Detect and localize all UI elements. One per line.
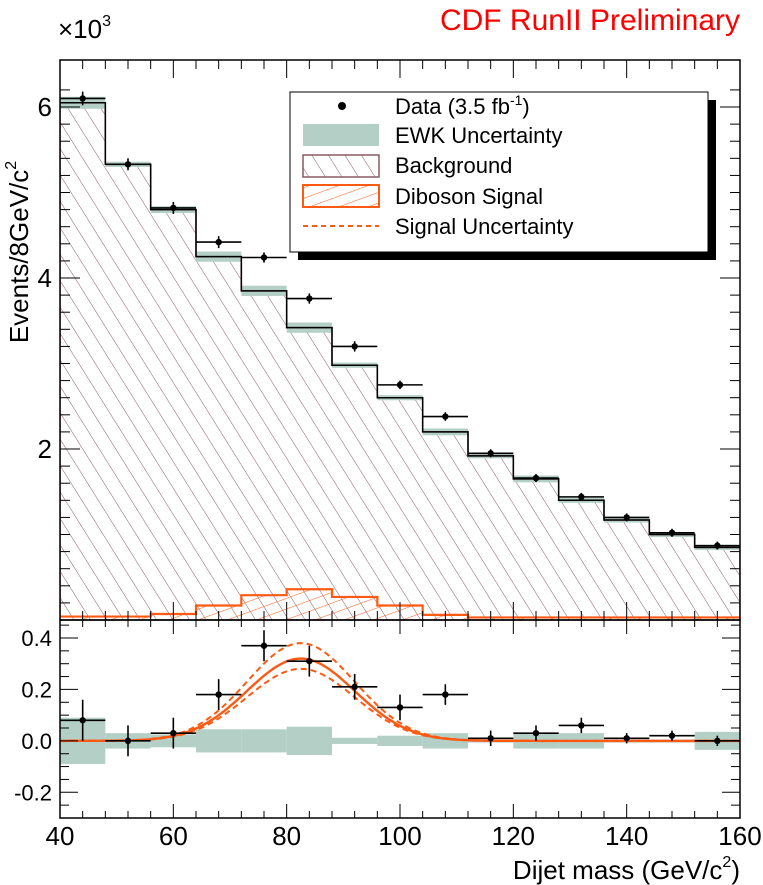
legend-background-swatch <box>302 154 380 178</box>
data-point <box>260 254 268 261</box>
residual-y-tick-label: -0.2 <box>14 780 52 805</box>
legend-data-marker <box>338 102 346 110</box>
residual-band-segment <box>241 729 287 753</box>
data-point <box>442 691 449 698</box>
data-point <box>623 735 630 742</box>
x-tick-label: 140 <box>605 821 648 851</box>
legend-signal-label: Diboson Signal <box>395 184 543 209</box>
y-multiplier-sup: 3 <box>102 13 111 30</box>
signal-fit-curves <box>60 642 740 743</box>
x-tick-label: 80 <box>272 821 301 851</box>
signal-bar <box>332 596 378 620</box>
data-point <box>396 381 404 389</box>
data-point <box>442 413 449 420</box>
data-point <box>487 450 494 457</box>
data-point <box>714 737 721 745</box>
residual-y-tick-label: 0.4 <box>21 626 52 651</box>
legend-signal-swatch <box>302 184 380 208</box>
data-point <box>170 729 177 737</box>
legend-background-label: Background <box>395 153 512 178</box>
data-point <box>532 729 540 737</box>
data-point <box>124 737 132 745</box>
legend-ewk-swatch <box>303 124 379 146</box>
background-bar <box>60 102 106 620</box>
y-axis-label-main: Events/8GeV/c <box>4 170 34 343</box>
y-tick-label: 2 <box>38 434 52 464</box>
legend-data-text: Data (3.5 fb <box>395 94 510 119</box>
background-bar <box>196 256 242 620</box>
background-bar <box>513 478 559 620</box>
residual-band-segment <box>377 735 423 746</box>
top-data-points <box>60 91 740 550</box>
background-bar <box>468 455 514 620</box>
x-axis-label-sup: 2 <box>722 854 731 871</box>
data-point <box>668 529 676 536</box>
data-point <box>351 683 358 691</box>
residual-y-tick-label: 0.2 <box>21 677 52 702</box>
data-point <box>578 493 585 501</box>
signal-outline <box>60 588 740 619</box>
legend-data-sup: -1 <box>510 92 523 108</box>
residual-band-segment <box>332 737 378 744</box>
background-bar <box>150 209 196 620</box>
y-axis-label: Events/8GeV/c2 <box>3 161 34 343</box>
data-point <box>487 735 494 742</box>
data-point <box>215 691 222 698</box>
background-bar <box>286 327 332 620</box>
background-bar <box>241 290 287 620</box>
background-bar <box>694 547 740 620</box>
data-point <box>306 657 313 665</box>
bottom-panel: 40 60 80 100 120 140 160 -0.2 0.0 0.2 0.4 <box>14 619 762 851</box>
data-point <box>714 542 721 549</box>
background-bar <box>105 164 151 620</box>
bottom-frame <box>59 619 741 819</box>
data-point <box>79 95 86 102</box>
legend-ewk-label: EWK Uncertainty <box>395 123 563 148</box>
data-point <box>351 343 358 350</box>
background-bar <box>422 431 468 620</box>
background-bar <box>332 365 378 620</box>
data-point <box>306 295 313 302</box>
background-step-line <box>60 101 740 549</box>
legend-data-end: ) <box>522 94 529 119</box>
y-axis-label-sup: 2 <box>3 161 20 170</box>
data-point <box>124 161 132 168</box>
x-tick-label: 120 <box>492 821 535 851</box>
y-tick-label: 4 <box>38 263 52 293</box>
x-tick-label: 40 <box>46 821 75 851</box>
data-point <box>668 732 676 739</box>
x-axis-label: Dijet mass (GeV/c2) <box>513 854 740 885</box>
x-tick-label: 60 <box>159 821 188 851</box>
legend: Data (3.5 fb-1) EWK Uncertainty Backgrou… <box>289 91 716 260</box>
x-axis-label-end: ) <box>731 855 740 885</box>
top-panel: 2 4 6 <box>38 59 741 621</box>
data-point <box>396 704 404 711</box>
data-point <box>532 474 540 482</box>
data-point <box>623 514 630 521</box>
residual-band-segment <box>196 729 242 753</box>
chart-title: CDF RunII Preliminary <box>440 4 740 37</box>
residual-band-segment <box>286 726 332 755</box>
bottom-axes: 40 60 80 100 120 140 160 -0.2 0.0 0.2 0.4 <box>14 620 762 851</box>
x-tick-label: 160 <box>718 821 761 851</box>
background-outline <box>60 101 740 620</box>
y-multiplier: ×103 <box>58 13 111 44</box>
x-axis-label-main: Dijet mass (GeV/c <box>513 855 723 885</box>
legend-signal-uncertainty-label: Signal Uncertainty <box>395 214 574 239</box>
residual-y-tick-label: 0.0 <box>21 729 52 754</box>
background-bar <box>377 397 423 620</box>
data-point <box>260 642 268 649</box>
background-bar <box>649 534 695 620</box>
legend-data-label: Data (3.5 fb-1) <box>395 92 530 119</box>
x-tick-label: 100 <box>378 821 421 851</box>
background-bar <box>558 500 604 620</box>
data-point <box>79 717 86 724</box>
data-point <box>578 722 585 729</box>
data-point <box>170 204 177 212</box>
y-tick-label: 6 <box>38 92 52 122</box>
y-multiplier-main: ×10 <box>58 14 102 44</box>
data-point <box>215 238 222 246</box>
